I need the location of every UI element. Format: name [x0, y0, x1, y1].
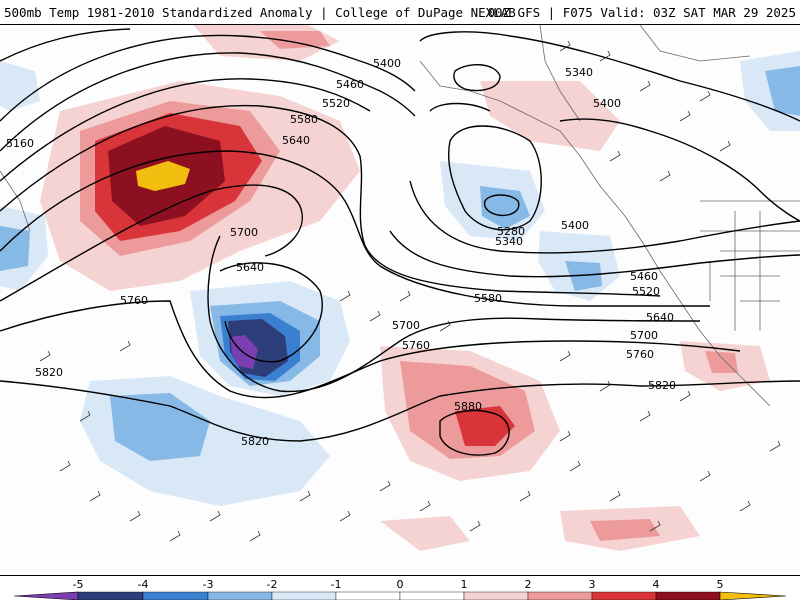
contour-label: 5700: [630, 329, 658, 342]
legend-right-arrow: [719, 591, 787, 600]
legend-swatch: [335, 591, 401, 600]
legend-swatch: [207, 591, 273, 600]
legend-tick: 5: [717, 578, 724, 591]
contour-label: 5460: [336, 78, 364, 91]
contour-labels: 5400 5460 5520 5580 5640 5160 5700 5640 …: [6, 57, 676, 448]
positive-anomaly-area: [705, 351, 738, 373]
contour-label: 5820: [648, 379, 676, 392]
contour-label: 5520: [322, 97, 350, 110]
header: 500mb Temp 1981-2010 Standardized Anomal…: [0, 0, 800, 24]
negative-anomaly-area: [0, 226, 30, 271]
map-canvas: 5400 5460 5520 5580 5640 5160 5700 5640 …: [0, 25, 800, 551]
legend-swatch: [463, 591, 529, 600]
legend-tick: -5: [73, 578, 84, 591]
positive-anomaly-area: [480, 81, 620, 151]
contour-label: 5640: [646, 311, 674, 324]
negative-anomaly-area: [110, 393, 210, 461]
positive-anomaly-area: [260, 31, 330, 49]
legend-bar: -5 -4 -3 -2 -1 0 1 2 3 4 5: [13, 578, 787, 600]
contour-label: 5580: [474, 292, 502, 305]
contour-label: 5340: [495, 235, 523, 248]
contour-label: 5400: [373, 57, 401, 70]
positive-anomaly-area: [136, 161, 190, 191]
legend-swatch: [77, 591, 144, 600]
legend-tick: -3: [203, 578, 214, 591]
negative-anomaly-area: [230, 335, 258, 369]
legend-tick: 2: [525, 578, 532, 591]
anomaly-shading: [0, 25, 800, 551]
negative-anomaly-area: [480, 186, 530, 229]
color-legend: -5 -4 -3 -2 -1 0 1 2 3 4 5: [0, 576, 800, 600]
legend-tick: -1: [331, 578, 342, 591]
contour-label: 5400: [561, 219, 589, 232]
legend-tick: 1: [461, 578, 468, 591]
contour-label: 5160: [6, 137, 34, 150]
contour-label: 5640: [236, 261, 264, 274]
legend-swatch: [142, 591, 209, 600]
legend-swatch: [591, 591, 657, 600]
legend-tick: 0: [397, 578, 404, 591]
contour-label: 5700: [230, 226, 258, 239]
map-title: 500mb Temp 1981-2010 Standardized Anomal…: [4, 5, 516, 20]
negative-anomaly-area: [0, 61, 40, 111]
contour-label: 5400: [593, 97, 621, 110]
contour-label: 5760: [402, 339, 430, 352]
contour-label: 5460: [630, 270, 658, 283]
positive-anomaly-area: [590, 519, 660, 541]
legend-left-arrow: [13, 591, 79, 600]
negative-anomaly-area: [765, 66, 800, 116]
height-contours: [0, 28, 800, 456]
contour-label: 5640: [282, 134, 310, 147]
wind-barbs: [39, 40, 781, 542]
contour-label: 5760: [626, 348, 654, 361]
positive-anomaly-area: [380, 516, 470, 551]
contour-label: 5580: [290, 113, 318, 126]
legend-swatch: [655, 591, 721, 600]
legend-tick: -2: [267, 578, 278, 591]
legend-swatch: [271, 591, 337, 600]
legend-swatch: [399, 591, 465, 600]
contour-label: 5820: [35, 366, 63, 379]
contour-label: 5880: [454, 400, 482, 413]
contour-label: 5280: [497, 225, 525, 238]
negative-anomaly-area: [565, 261, 602, 291]
contour-label: 5340: [565, 66, 593, 79]
contour-label: 5520: [632, 285, 660, 298]
legend-tick: -4: [138, 578, 149, 591]
contour-label: 5820: [241, 435, 269, 448]
model-valid-time: 00Z GFS | F075 Valid: 03Z SAT MAR 29 202…: [487, 5, 796, 20]
legend-swatch: [527, 591, 593, 600]
coastlines: [0, 25, 800, 407]
legend-tick: 4: [653, 578, 660, 591]
legend-tick: 3: [589, 578, 596, 591]
anomaly-map: 5400 5460 5520 5580 5640 5160 5700 5640 …: [0, 24, 800, 576]
contour-label: 5760: [120, 294, 148, 307]
contour-label: 5700: [392, 319, 420, 332]
